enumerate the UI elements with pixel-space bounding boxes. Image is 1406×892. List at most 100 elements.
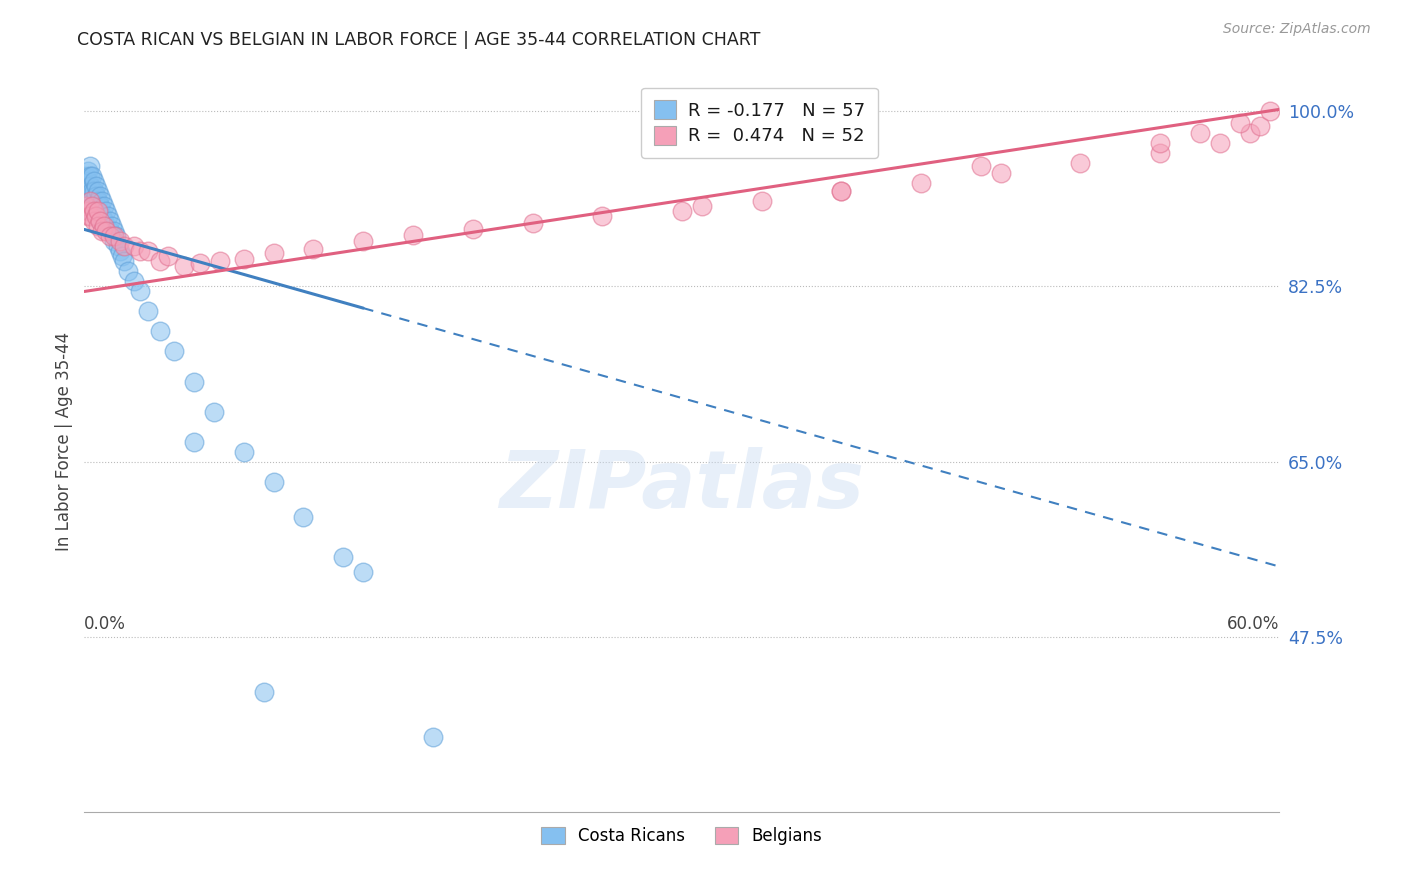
Point xyxy=(263,246,285,260)
Text: 0.0%: 0.0% xyxy=(84,615,127,632)
Point xyxy=(129,244,152,259)
Point xyxy=(75,179,97,194)
Point xyxy=(1258,104,1281,119)
Point xyxy=(183,434,205,449)
Point xyxy=(93,199,115,213)
Point xyxy=(292,509,315,524)
Text: 60.0%: 60.0% xyxy=(1227,615,1279,632)
Point xyxy=(136,244,159,259)
Point xyxy=(112,254,135,268)
Point xyxy=(86,210,108,224)
Point xyxy=(83,174,105,188)
Point xyxy=(122,275,145,289)
Point xyxy=(302,243,325,257)
Point xyxy=(910,177,932,191)
Point xyxy=(83,199,105,213)
Point xyxy=(79,194,101,209)
Point xyxy=(87,185,110,199)
Point xyxy=(149,254,172,268)
Point xyxy=(263,475,285,489)
Point xyxy=(112,239,135,253)
Point xyxy=(183,375,205,389)
Point xyxy=(91,224,114,238)
Point xyxy=(163,344,186,359)
Point xyxy=(202,404,225,418)
Point xyxy=(96,224,118,238)
Point xyxy=(79,160,101,174)
Point xyxy=(422,730,444,744)
Point xyxy=(110,235,132,249)
Point xyxy=(970,160,993,174)
Point xyxy=(1239,127,1261,141)
Point xyxy=(75,169,97,184)
Point xyxy=(111,250,134,264)
Point xyxy=(79,194,101,209)
Point xyxy=(83,214,105,228)
Point xyxy=(77,164,100,178)
Point xyxy=(122,239,145,253)
Point xyxy=(79,210,101,224)
Point xyxy=(522,216,544,230)
Point xyxy=(990,166,1012,180)
Point xyxy=(103,235,125,249)
Point xyxy=(86,179,108,194)
Point xyxy=(352,565,374,579)
Point xyxy=(101,219,124,234)
Point xyxy=(82,199,104,213)
Point xyxy=(129,285,152,299)
Point xyxy=(690,199,713,213)
Point xyxy=(77,185,100,199)
Point xyxy=(332,549,354,564)
Point xyxy=(591,210,613,224)
Point xyxy=(188,256,211,270)
Point xyxy=(87,219,110,234)
Point xyxy=(117,264,139,278)
Point xyxy=(103,224,125,238)
Point xyxy=(173,260,195,274)
Point xyxy=(110,244,132,259)
Point xyxy=(93,214,115,228)
Point xyxy=(97,210,120,224)
Point xyxy=(89,199,111,213)
Point xyxy=(79,204,101,219)
Point xyxy=(1229,116,1251,130)
Point xyxy=(77,204,100,219)
Point xyxy=(89,189,111,203)
Y-axis label: In Labor Force | Age 35-44: In Labor Force | Age 35-44 xyxy=(55,332,73,551)
Point xyxy=(149,325,172,339)
Point xyxy=(830,185,852,199)
Point xyxy=(98,214,121,228)
Point xyxy=(1249,120,1271,134)
Point xyxy=(232,444,254,458)
Point xyxy=(83,185,105,199)
Point xyxy=(79,169,101,184)
Point xyxy=(1149,136,1171,151)
Point xyxy=(461,222,484,236)
Point xyxy=(75,199,97,213)
Point xyxy=(87,204,110,219)
Point xyxy=(1188,127,1211,141)
Point xyxy=(830,185,852,199)
Point xyxy=(87,194,110,209)
Point xyxy=(1209,136,1232,151)
Point xyxy=(1149,146,1171,161)
Point xyxy=(91,210,114,224)
Point xyxy=(77,174,100,188)
Point xyxy=(89,214,111,228)
Legend: Costa Ricans, Belgians: Costa Ricans, Belgians xyxy=(534,820,830,852)
Point xyxy=(86,204,108,219)
Point xyxy=(82,199,104,213)
Point xyxy=(98,224,121,238)
Text: COSTA RICAN VS BELGIAN IN LABOR FORCE | AGE 35-44 CORRELATION CHART: COSTA RICAN VS BELGIAN IN LABOR FORCE | … xyxy=(77,31,761,49)
Point xyxy=(402,228,425,243)
Point xyxy=(89,214,111,228)
Text: ZIPatlas: ZIPatlas xyxy=(499,447,865,525)
Point xyxy=(107,239,129,253)
Point xyxy=(77,210,100,224)
Text: Source: ZipAtlas.com: Source: ZipAtlas.com xyxy=(1223,22,1371,37)
Point xyxy=(232,252,254,267)
Point xyxy=(86,189,108,203)
Point xyxy=(352,235,374,249)
Point xyxy=(87,210,110,224)
Point xyxy=(93,219,115,234)
